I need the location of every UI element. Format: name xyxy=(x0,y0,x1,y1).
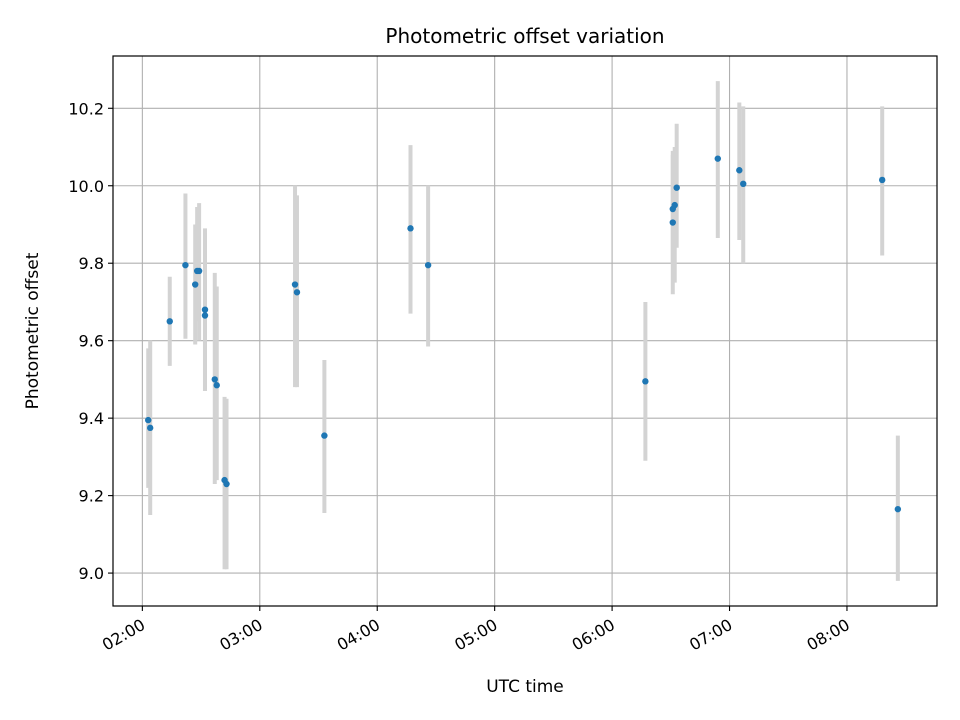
data-point xyxy=(878,176,886,184)
x-axis-label: UTC time xyxy=(486,677,564,697)
data-point xyxy=(736,167,743,174)
data-point xyxy=(291,281,299,288)
data-point xyxy=(293,289,301,296)
data-point xyxy=(424,261,432,269)
data-point xyxy=(673,184,680,191)
data-point xyxy=(223,480,230,488)
data-point xyxy=(211,376,218,383)
data-point xyxy=(213,382,220,389)
y-tick-label: 9.2 xyxy=(79,487,104,506)
plot-frame xyxy=(112,55,938,607)
data-point xyxy=(145,416,152,424)
data-point xyxy=(714,155,721,162)
y-axis-label: Photometric offset xyxy=(23,252,43,409)
data-point xyxy=(671,201,678,209)
data-point xyxy=(321,432,328,439)
data-point xyxy=(146,424,154,432)
chart-title: Photometric offset variation xyxy=(385,24,664,48)
y-tick-label: 10.2 xyxy=(68,99,104,118)
data-point xyxy=(407,225,414,232)
y-tick-label: 9.8 xyxy=(79,254,104,273)
data-point xyxy=(166,318,173,325)
data-point xyxy=(894,505,902,513)
y-tick-label: 9.4 xyxy=(79,409,104,428)
grid-lines xyxy=(113,56,937,606)
data-point xyxy=(195,267,203,275)
data-point xyxy=(642,378,649,385)
data-point xyxy=(201,312,209,319)
y-tick-label: 9.0 xyxy=(79,564,104,583)
y-tick-label: 9.6 xyxy=(79,332,104,351)
y-tick-label: 10.0 xyxy=(68,177,104,196)
data-point xyxy=(740,180,747,188)
y-axis-ticks: 9.0 9.2 9.4 9.6 9.8 10.0 10.2 xyxy=(68,99,113,583)
data-point xyxy=(182,261,189,269)
data-point xyxy=(669,219,676,226)
data-point xyxy=(192,281,199,288)
data-points xyxy=(145,155,902,513)
data-point xyxy=(201,306,209,313)
